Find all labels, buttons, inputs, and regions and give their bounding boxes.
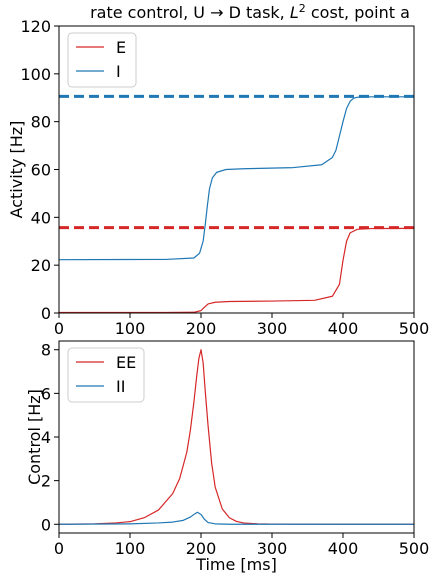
x-tick-label: 200 xyxy=(186,319,217,338)
title-part-b: D task, xyxy=(224,3,290,22)
series-line-E xyxy=(59,227,415,314)
bottom-plot-ticks: 0 100 200 300 400 500 0 2 4 6 8 xyxy=(41,341,429,558)
x-tick-label: 500 xyxy=(399,539,430,558)
x-tick-label: 300 xyxy=(257,319,288,338)
top-plot-ticks: 0 100 200 300 400 500 0 20 40 60 80 100 120 xyxy=(20,17,429,338)
x-tick-label: 200 xyxy=(186,539,217,558)
bottom-plot-lines xyxy=(58,349,414,525)
title-arrow: → xyxy=(210,3,223,22)
top-legend: EI xyxy=(67,32,137,88)
x-tick-label: 500 xyxy=(399,319,430,338)
bottom-y-axis-label: Control [Hz] xyxy=(25,389,44,485)
y-tick-label: 80 xyxy=(31,113,51,132)
legend-label-EE: EE xyxy=(116,353,136,372)
legend-label-I: I xyxy=(116,62,121,81)
series-line-EE xyxy=(58,349,414,525)
x-tick-label: 0 xyxy=(54,539,64,558)
y-tick-label: 0 xyxy=(41,304,51,323)
legend-label-E: E xyxy=(116,38,126,57)
y-tick-label: 0 xyxy=(41,515,51,534)
legend-label-II: II xyxy=(116,377,125,396)
y-tick-label: 4 xyxy=(41,428,51,447)
y-tick-label: 6 xyxy=(41,384,51,403)
y-tick-label: 20 xyxy=(31,256,51,275)
x-tick-label: 100 xyxy=(115,539,146,558)
series-line-II xyxy=(58,511,414,525)
top-chart-title: rate control, U → D task, L2 cost, point… xyxy=(90,2,410,22)
x-tick-label: 0 xyxy=(54,319,64,338)
title-part-a: rate control, U xyxy=(90,3,210,22)
series-line-I xyxy=(58,96,414,261)
x-tick-label: 400 xyxy=(328,319,359,338)
bottom-legend: EE II xyxy=(67,347,145,403)
x-tick-label: 100 xyxy=(115,319,146,338)
bottom-x-axis-label: Time [ms] xyxy=(195,555,277,574)
y-tick-label: 120 xyxy=(20,17,51,36)
y-tick-label: 40 xyxy=(31,208,51,227)
title-superscript: 2 xyxy=(299,2,306,15)
y-tick-label: 100 xyxy=(20,65,51,84)
top-y-axis-label: Activity [Hz] xyxy=(7,121,26,219)
title-l: L xyxy=(290,3,299,22)
x-tick-label: 400 xyxy=(328,539,359,558)
title-part-c: cost, point a xyxy=(306,3,410,22)
y-tick-label: 2 xyxy=(41,472,51,491)
y-tick-label: 60 xyxy=(31,161,51,180)
top-plot-lines xyxy=(58,94,415,314)
y-tick-label: 8 xyxy=(41,341,51,360)
x-tick-label: 300 xyxy=(257,539,288,558)
